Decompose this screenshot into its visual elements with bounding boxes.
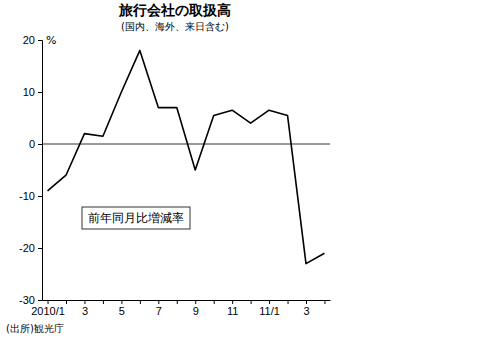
x-tick-label: 3 [303, 305, 309, 317]
x-tick-mark [288, 300, 289, 304]
y-tick-label: 10 [23, 86, 35, 98]
x-tick: 11 [227, 300, 238, 317]
x-tick-label: 7 [156, 305, 162, 317]
y-tick-mark [38, 144, 42, 145]
y-axis-line [38, 41, 43, 301]
y-tick: -20 [19, 242, 42, 254]
y-unit: % [46, 34, 56, 47]
x-tick-label: 11 [227, 305, 238, 317]
x-tick: 7 [156, 300, 162, 317]
zero-line [42, 144, 330, 145]
x-tick [288, 300, 289, 304]
x-tick [177, 300, 178, 304]
y-tick-mark [38, 196, 42, 197]
x-tick-mark [48, 300, 49, 304]
x-tick [251, 300, 252, 304]
x-tick-mark [158, 300, 159, 304]
y-axis: -30-20-1001020 [19, 34, 42, 306]
x-tick: 3 [82, 300, 88, 317]
y-tick-mark [38, 92, 42, 93]
y-tick-mark [38, 40, 42, 41]
y-tick-label: -20 [19, 242, 35, 254]
y-tick-label: 0 [29, 138, 35, 150]
y-tick-mark [38, 248, 42, 249]
y-tick: 10 [23, 86, 42, 98]
x-tick: 11/1 [259, 300, 280, 317]
x-tick-label: 5 [119, 305, 125, 317]
y-tick: 20 [23, 34, 42, 46]
x-axis-line [43, 300, 331, 301]
x-tick-mark [177, 300, 178, 304]
y-tick-mark [38, 300, 42, 301]
x-tick-mark [306, 300, 307, 304]
x-tick-mark [121, 300, 122, 304]
x-tick [66, 300, 67, 304]
x-tick: 5 [119, 300, 125, 317]
x-tick-mark [269, 300, 270, 304]
legend-box [82, 207, 190, 229]
x-tick-mark [232, 300, 233, 304]
x-tick [324, 300, 325, 304]
x-tick: 3 [303, 300, 309, 317]
x-tick: 9 [193, 300, 199, 317]
x-tick-mark [140, 300, 141, 304]
x-tick-label: 3 [82, 305, 88, 317]
x-tick-label: 11/1 [259, 305, 280, 317]
y-tick-label: -10 [19, 190, 35, 202]
x-tick-mark [324, 300, 325, 304]
x-tick-label: 9 [193, 305, 199, 317]
y-tick-label: 20 [23, 34, 35, 46]
x-axis: 2010/1 3 5 7 9 11 11/1 3 [31, 300, 330, 317]
y-tick: 0 [29, 138, 42, 150]
series-line [48, 50, 325, 263]
x-tick-mark [214, 300, 215, 304]
x-tick-mark [103, 300, 104, 304]
x-tick [214, 300, 215, 304]
y-tick: -10 [19, 190, 42, 202]
x-tick-mark [251, 300, 252, 304]
x-tick [140, 300, 141, 304]
source: (出所)観光庁 [6, 323, 64, 334]
subtitle: (国内、海外、来日含む) [121, 21, 229, 32]
x-tick-label: 2010/1 [31, 305, 65, 317]
x-tick [103, 300, 104, 304]
x-tick-mark [195, 300, 196, 304]
chart: 旅行会社の取扱高(国内、海外、来日含む)-30-20-1001020%2010/… [0, 0, 497, 340]
title: 旅行会社の取扱高 [118, 2, 231, 18]
x-tick-mark [66, 300, 67, 304]
x-tick-mark [84, 300, 85, 304]
plot [48, 50, 325, 263]
legend: 前年同月比増減率 [82, 207, 190, 229]
x-tick: 2010/1 [31, 300, 65, 317]
legend-label: 前年同月比増減率 [88, 211, 184, 225]
